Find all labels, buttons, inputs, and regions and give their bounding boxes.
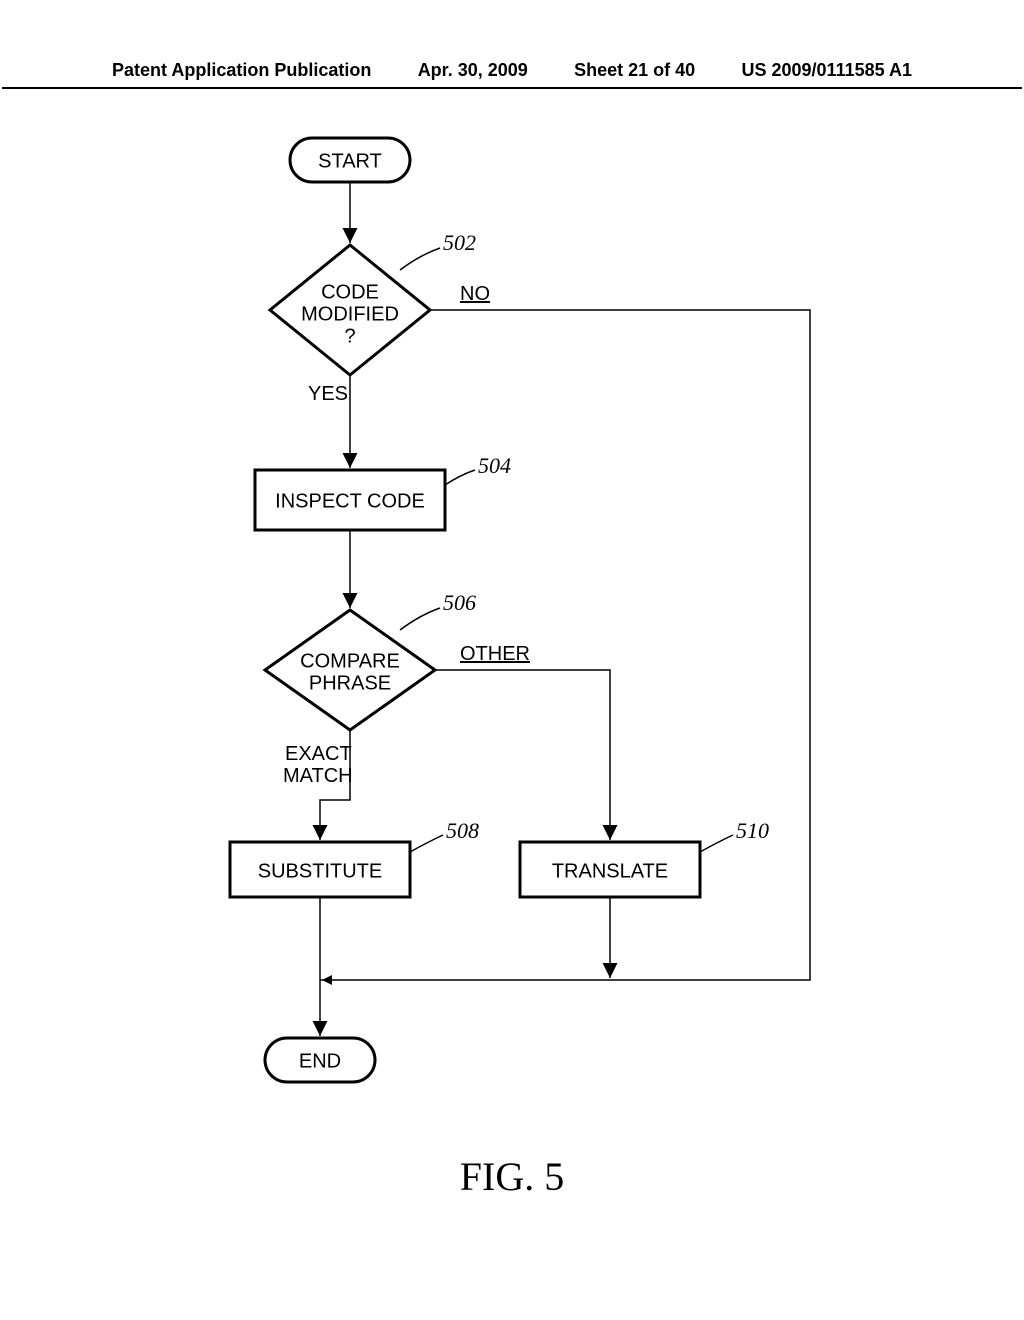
header-pubnum: US 2009/0111585 A1 (741, 60, 911, 81)
start-label: START (318, 150, 382, 172)
start-node: START (290, 138, 410, 182)
d502-l1: CODE (321, 281, 379, 303)
process-508: SUBSTITUTE (230, 842, 410, 897)
d506-l1: COMPARE (300, 650, 400, 672)
header-sheet: Sheet 21 of 40 (574, 60, 695, 81)
process-510: TRANSLATE (520, 842, 700, 897)
merge-arrowhead (322, 975, 332, 985)
figure-label: FIG. 5 (460, 1153, 564, 1200)
ref-510-leader (700, 835, 733, 852)
other-label: OTHER (460, 643, 530, 665)
decision-502: CODE MODIFIED ? (270, 245, 430, 375)
ref-510: 510 (736, 818, 769, 843)
end-label: END (299, 1050, 341, 1072)
ref-506-leader (400, 608, 440, 630)
end-node: END (265, 1038, 375, 1082)
page-header: Patent Application Publication Apr. 30, … (2, 60, 1022, 89)
edge-other (435, 670, 610, 840)
p504-label: INSPECT CODE (275, 490, 425, 512)
process-504: INSPECT CODE (255, 470, 445, 530)
d502-l2: MODIFIED (301, 303, 399, 325)
exact-l2: MATCH (283, 765, 353, 787)
p510-label: TRANSLATE (552, 860, 668, 882)
ref-502: 502 (443, 230, 476, 255)
ref-508-leader (410, 835, 443, 852)
ref-508: 508 (446, 818, 479, 843)
ref-506: 506 (443, 590, 476, 615)
no-label: NO (460, 283, 490, 305)
ref-504-leader (445, 470, 475, 485)
d502-l3: ? (344, 325, 355, 347)
yes-label: YES (308, 383, 348, 405)
decision-506: COMPARE PHRASE (265, 610, 435, 730)
header-left: Patent Application Publication (112, 60, 371, 81)
ref-504: 504 (478, 453, 511, 478)
p508-label: SUBSTITUTE (258, 860, 382, 882)
ref-502-leader (400, 248, 440, 270)
exact-l1: EXACT (285, 743, 352, 765)
header-date: Apr. 30, 2009 (418, 60, 528, 81)
flowchart-svg: START CODE MODIFIED ? 502 NO YES INSPECT… (50, 100, 950, 1150)
d506-l2: PHRASE (309, 672, 391, 694)
